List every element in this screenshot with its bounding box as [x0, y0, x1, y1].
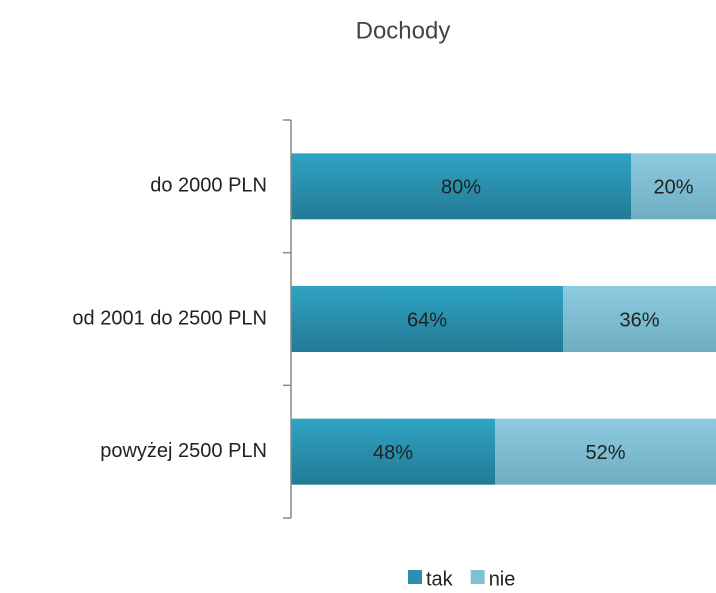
chart-title: Dochody: [356, 17, 451, 44]
legend-label: tak: [426, 568, 454, 590]
data-label: 36%: [619, 309, 659, 331]
data-label: 48%: [373, 442, 413, 464]
bar-segment: [495, 418, 716, 485]
data-label: 52%: [585, 442, 625, 464]
data-label: 20%: [653, 177, 693, 199]
bar-segment: [631, 153, 716, 220]
bar-segment: [291, 153, 631, 220]
legend-swatch: [408, 570, 422, 584]
y-tick-label: od 2001 do 2500 PLN: [72, 307, 267, 329]
legend-swatch: [470, 570, 485, 584]
data-label: 64%: [407, 309, 447, 331]
bar-segment: [291, 418, 495, 485]
y-tick-label: do 2000 PLN: [150, 175, 267, 197]
legend-label: nie: [489, 568, 516, 590]
data-label: 80%: [441, 177, 481, 199]
y-tick-label: powyżej 2500 PLN: [100, 440, 267, 462]
bar-segment: [291, 286, 563, 352]
bar-segment: [563, 286, 716, 352]
